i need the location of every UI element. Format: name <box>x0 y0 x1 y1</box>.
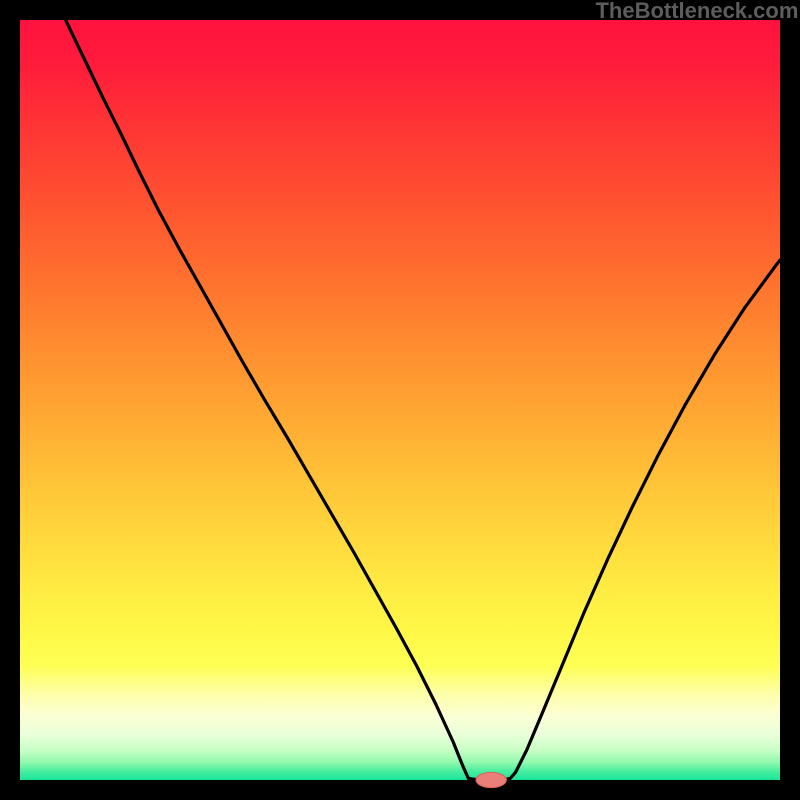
optimal-point-marker <box>476 772 506 787</box>
plot-background <box>20 20 780 780</box>
watermark-text: TheBottleneck.com <box>595 0 798 23</box>
bottleneck-chart: TheBottleneck.com <box>0 0 800 800</box>
